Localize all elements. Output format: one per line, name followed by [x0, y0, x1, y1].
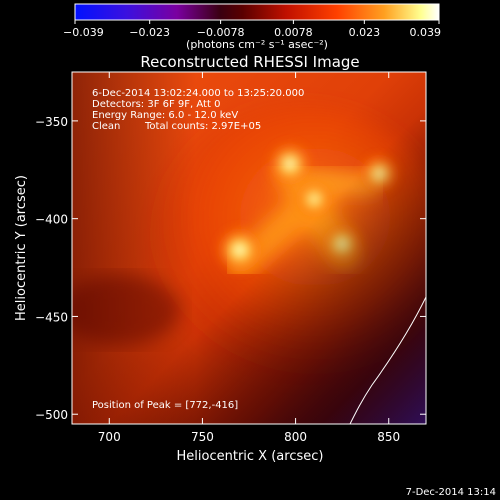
colorbar-tick-label: 0.023 [349, 26, 381, 39]
x-tick-label: 750 [191, 430, 214, 444]
x-tick-label: 800 [284, 430, 307, 444]
solar-limb-line [349, 296, 426, 424]
x-tick-label: 700 [98, 430, 121, 444]
x-axis-ticks: 700 750 800 850 [98, 72, 400, 444]
footer-timestamp: 7-Dec-2014 13:14 [406, 487, 496, 498]
y-tick-label: −500 [35, 408, 68, 422]
image-title: Reconstructed RHESSI Image [140, 53, 359, 71]
annotation-energy-range: Energy Range: 6.0 - 12.0 keV [92, 110, 238, 121]
colorbar-ticks [74, 20, 440, 24]
colorbar-tick-labels: −0.039 −0.023 −0.0078 0.0078 0.023 0.039 [63, 26, 441, 39]
annotation-algorithm: Clean [92, 121, 120, 132]
colorbar-tick-label: 0.039 [410, 26, 442, 39]
y-axis-ticks: −350 −400 −450 −500 [35, 115, 426, 422]
annotation-total-counts: Total counts: 2.97E+05 [144, 121, 261, 132]
y-tick-label: −350 [35, 115, 68, 129]
y-axis-label: Heliocentric Y (arcsec) [14, 175, 29, 321]
colorbar-tick-label: −0.0078 [197, 26, 245, 39]
colorbar-units: (photons cm⁻² s⁻¹ asec⁻²) [186, 38, 328, 51]
colorbar-tick-label: 0.0078 [274, 26, 313, 39]
y-tick-label: −450 [35, 310, 68, 324]
solar-image [72, 72, 426, 424]
plot-frame [71, 71, 427, 425]
colorbar [74, 3, 440, 21]
x-axis-label: Heliocentric X (arcsec) [177, 449, 324, 464]
colorbar-tick-label: −0.023 [129, 26, 170, 39]
annotation-peak-position: Position of Peak = [772,-416] [92, 400, 238, 411]
colorbar-tick-label: −0.039 [63, 26, 104, 39]
annotation-time-range: 6-Dec-2014 13:02:24.000 to 13:25:20.000 [92, 88, 304, 99]
annotation-detectors: Detectors: 3F 6F 9F, Att 0 [92, 99, 220, 110]
x-tick-label: 850 [377, 430, 400, 444]
y-tick-label: −400 [35, 213, 68, 227]
